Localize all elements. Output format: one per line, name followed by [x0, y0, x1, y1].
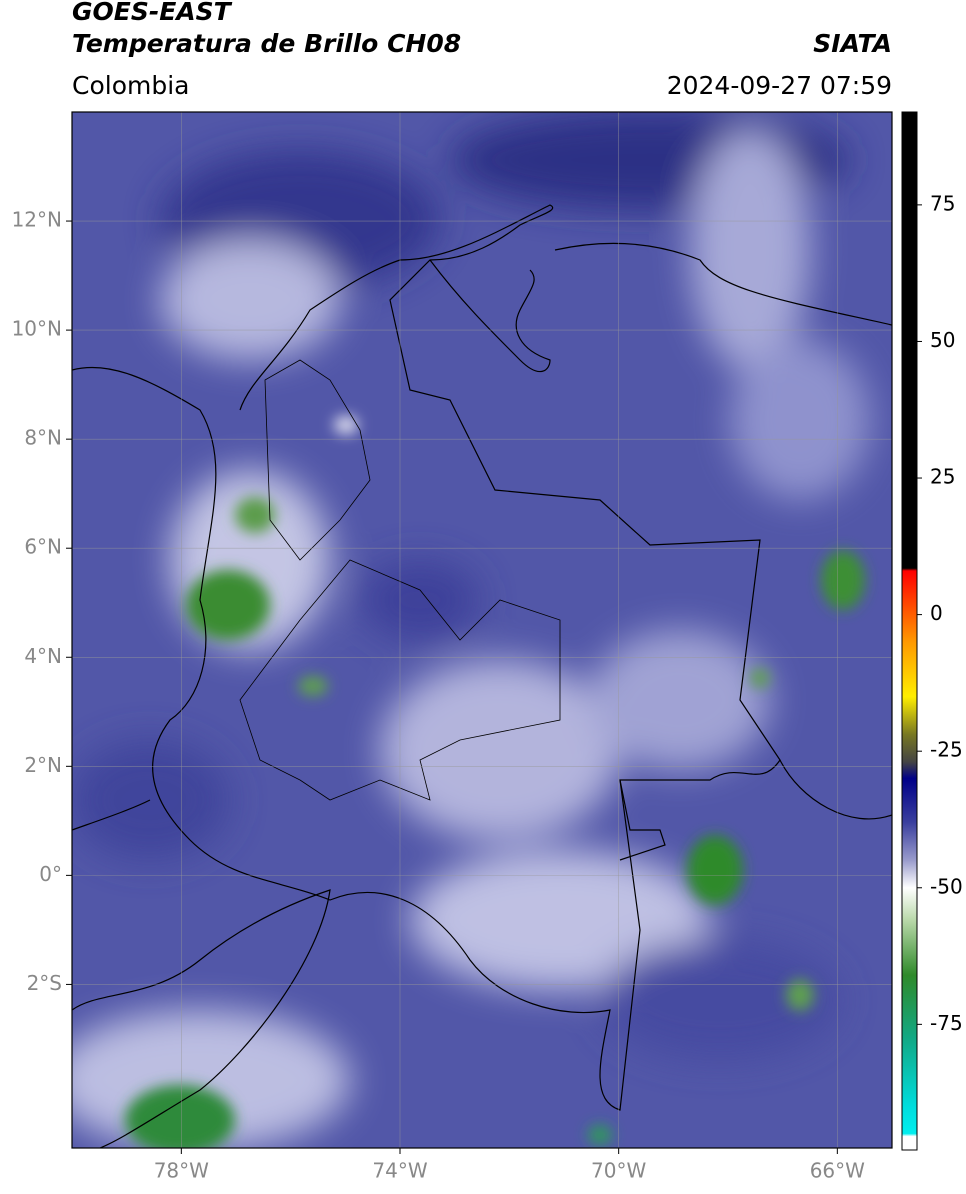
y-tick-label: 2°S — [27, 971, 62, 995]
satellite-image — [72, 112, 892, 1148]
colorbar-tick-label: -25 — [930, 738, 963, 762]
y-tick-label: 10°N — [12, 317, 62, 341]
colorbar-tick-label: 50 — [930, 328, 955, 352]
y-tick-label: 8°N — [24, 426, 62, 450]
colorbar-frame — [901, 111, 918, 1151]
colorbar-tick-label: 0 — [930, 601, 943, 625]
y-tick-label: 4°N — [24, 644, 62, 668]
region: Colombia — [72, 71, 189, 100]
title: GOES-EAST — [72, 0, 233, 26]
x-tick-label: 70°W — [591, 1159, 646, 1183]
x-tick-label: 66°W — [810, 1159, 865, 1183]
source: SIATA — [813, 29, 892, 58]
grid — [72, 112, 892, 1148]
colorbar — [902, 112, 917, 1150]
y-tick-label: 12°N — [12, 208, 62, 232]
colorbar-tick-label: -50 — [930, 874, 963, 898]
datetime: 2024-09-27 07:59 — [667, 71, 892, 100]
subtitle: Temperatura de Brillo CH08 — [72, 29, 461, 58]
y-tick-label: 0° — [39, 862, 62, 886]
colorbar-tick-label: 75 — [930, 191, 955, 215]
y-tick-label: 2°N — [24, 753, 62, 777]
colorbar-tick-label: -75 — [930, 1011, 963, 1035]
x-tick-label: 78°W — [154, 1159, 209, 1183]
y-tick-label: 6°N — [24, 535, 62, 559]
map-frame — [71, 111, 893, 1149]
x-tick-label: 74°W — [372, 1159, 427, 1183]
colorbar-tick-label: 25 — [930, 465, 955, 489]
